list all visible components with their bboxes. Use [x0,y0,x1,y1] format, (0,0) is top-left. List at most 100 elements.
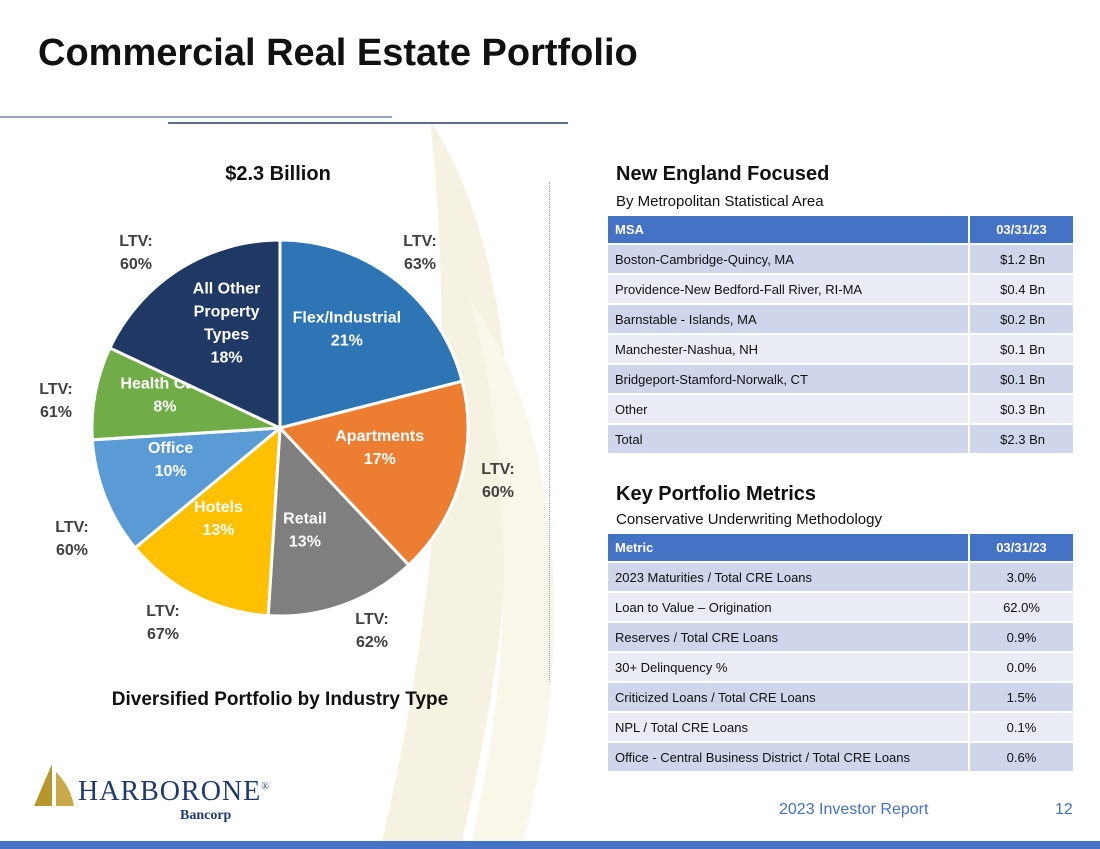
section-divider [549,182,550,682]
msa-cell-name: Providence-New Bedford-Fall River, RI-MA [608,273,970,304]
pie-slice-percent: 21% [331,333,363,350]
msa-cell-name: Barnstable - Islands, MA [608,303,970,334]
ltv-label: LTV: [355,611,388,628]
msa-cell-value: $2.3 Bn [969,423,1073,453]
metrics-table: Metric 03/31/23 2023 Maturities / Total … [608,534,1073,771]
msa-header-name: MSA [608,216,970,244]
pie-slice-percent: 13% [202,522,234,539]
ltv-value: 63% [404,256,436,273]
msa-cell-value: $0.1 Bn [969,333,1073,364]
msa-section-subtitle: By Metropolitan Statistical Area [616,193,824,210]
footer-page-number: 12 [1055,801,1073,818]
pie-slice-label: Types [204,327,249,344]
ltv-label: LTV: [403,233,436,250]
metrics-cell-name: 2023 Maturities / Total CRE Loans [608,561,970,592]
metrics-row: Office - Central Business District / Tot… [608,741,1073,771]
msa-row: Boston-Cambridge-Quincy, MA $1.2 Bn [608,243,1073,274]
footer-bar [0,841,1100,849]
pie-slice-label: Property [194,304,260,321]
pie-slice-percent: 8% [153,398,176,415]
metrics-section-title: Key Portfolio Metrics [616,483,817,505]
harborone-logo: HARBORONE® Bancorp [28,762,288,824]
logo-subtitle: Bancorp [180,808,232,823]
pie-slice [266,424,411,618]
pie-slice-label: Office [148,440,193,457]
msa-cell-value: $0.3 Bn [969,393,1073,424]
metrics-header-date: 03/31/23 [969,534,1073,562]
pie-slice-label: Hotels [194,499,243,516]
msa-table: MSA 03/31/23 Boston-Cambridge-Quincy, MA… [608,216,1073,453]
pie-slice [277,379,470,568]
metrics-header-name: Metric [608,534,970,562]
ltv-label: LTV: [119,233,152,250]
msa-row: Barnstable - Islands, MA $0.2 Bn [608,303,1073,334]
msa-section-title: New England Focused [616,163,830,185]
ltv-value: 67% [147,626,179,643]
ltv-value: 60% [120,256,152,273]
footer-report-name: 2023 Investor Report [779,801,929,818]
logo-wordmark: HARBORONE® [78,776,270,807]
msa-row: Bridgeport-Stamford-Norwalk, CT $0.1 Bn [608,363,1073,394]
pie-slice-percent: 17% [364,451,396,468]
metrics-section-subtitle: Conservative Underwriting Methodology [616,511,882,528]
msa-cell-value: $0.1 Bn [969,363,1073,394]
msa-row: Other $0.3 Bn [608,393,1073,424]
metrics-cell-value: 3.0% [969,561,1073,592]
ltv-value: 62% [356,634,388,651]
msa-cell-value: $1.2 Bn [969,243,1073,274]
metrics-cell-value: 1.5% [969,681,1073,712]
pie-slice-percent: 13% [289,533,321,550]
pie-slice [133,424,282,618]
metrics-row: 30+ Delinquency % 0.0% [608,651,1073,682]
msa-header-date: 03/31/23 [969,216,1073,244]
metrics-row: Reserves / Total CRE Loans 0.9% [608,621,1073,652]
pie-slice-label: Retail [283,510,327,527]
logo-sail-icon [34,764,74,806]
pie-slice [90,426,285,550]
metrics-cell-name: 30+ Delinquency % [608,651,970,682]
metrics-row: Criticized Loans / Total CRE Loans 1.5% [608,681,1073,712]
portfolio-pie-chart: Flex/Industrial 21% LTV: 63% Apartments 17% LT… [39,233,514,651]
metrics-cell-name: NPL / Total CRE Loans [608,711,970,742]
pie-slice-label: Flex/Industrial [293,310,401,327]
msa-row: Total $2.3 Bn [608,423,1073,453]
metrics-cell-name: Office - Central Business District / Tot… [608,741,970,771]
pie-slice [90,345,281,442]
pie-slice-percent: 10% [155,463,187,480]
pie-slice [278,238,464,430]
msa-cell-value: $0.4 Bn [969,273,1073,304]
title-underline-secondary [168,122,568,124]
ltv-value: 60% [482,484,514,501]
msa-cell-name: Manchester-Nashua, NH [608,333,970,364]
msa-row: Providence-New Bedford-Fall River, RI-MA… [608,273,1073,304]
metrics-cell-value: 0.6% [969,741,1073,771]
msa-cell-name: Bridgeport-Stamford-Norwalk, CT [608,363,970,394]
pie-slice-percent: 18% [211,350,243,367]
msa-cell-name: Other [608,393,970,424]
metrics-row: Loan to Value – Origination 62.0% [608,591,1073,622]
ltv-label: LTV: [55,519,88,536]
msa-cell-value: $0.2 Bn [969,303,1073,334]
metrics-row: 2023 Maturities / Total CRE Loans 3.0% [608,561,1073,592]
ltv-label: LTV: [481,461,514,478]
pie-title: $2.3 Billion [225,163,331,185]
metrics-cell-name: Reserves / Total CRE Loans [608,621,970,652]
msa-row: Manchester-Nashua, NH $0.1 Bn [608,333,1073,364]
metrics-cell-value: 0.0% [969,651,1073,682]
ltv-value: 60% [56,542,88,559]
page-title: Commercial Real Estate Portfolio [38,32,638,74]
pie-caption: Diversified Portfolio by Industry Type [111,689,449,710]
msa-cell-name: Boston-Cambridge-Quincy, MA [608,243,970,274]
metrics-cell-value: 0.1% [969,711,1073,742]
ltv-value: 61% [40,404,72,421]
metrics-cell-name: Loan to Value – Origination [608,591,970,622]
metrics-cell-value: 0.9% [969,621,1073,652]
pie-slice-label: Apartments [335,428,424,445]
pie-slice-label: All Other [193,281,261,298]
metrics-row: NPL / Total CRE Loans 0.1% [608,711,1073,742]
title-underline [0,116,392,118]
metrics-cell-name: Criticized Loans / Total CRE Loans [608,681,970,712]
ltv-label: LTV: [146,603,179,620]
msa-cell-name: Total [608,423,970,453]
ltv-label: LTV: [39,381,72,398]
